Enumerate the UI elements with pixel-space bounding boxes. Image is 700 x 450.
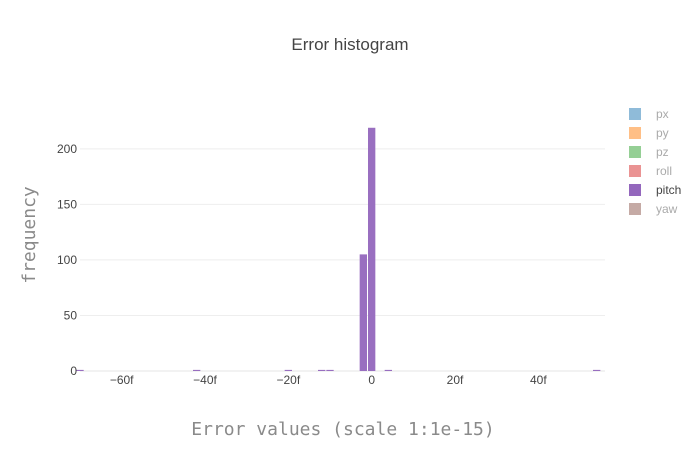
legend: px py pz roll pitch yaw <box>629 107 681 216</box>
y-tick-label: 100 <box>57 253 77 267</box>
y-tick-label: 0 <box>70 364 77 378</box>
legend-item-px[interactable]: px <box>629 107 669 121</box>
x-axis-ticks: −60f −40f −20f 0 20f 40f <box>110 373 548 387</box>
x-tick-label: −40f <box>193 373 217 387</box>
histogram-bar-pitch[interactable] <box>368 127 376 372</box>
legend-swatch <box>629 203 641 215</box>
x-axis-title: Error values (scale 1:1e-15) <box>191 419 494 440</box>
legend-swatch <box>629 165 641 177</box>
legend-item-roll[interactable]: roll <box>629 164 672 178</box>
legend-item-py[interactable]: py <box>629 126 669 140</box>
legend-swatch <box>629 108 641 120</box>
histogram-bar-pitch[interactable] <box>326 369 334 371</box>
y-tick-label: 50 <box>64 308 78 322</box>
histogram-bar-pitch[interactable] <box>359 254 367 371</box>
histogram-bar-pitch[interactable] <box>318 369 326 371</box>
legend-label: yaw <box>656 202 678 216</box>
gridlines <box>80 148 605 372</box>
x-tick-label: 20f <box>447 373 464 387</box>
histogram-bars <box>76 127 601 372</box>
y-axis-ticks: 0 50 100 150 200 <box>57 142 77 378</box>
legend-label: px <box>656 107 669 121</box>
legend-item-pz[interactable]: pz <box>629 145 669 159</box>
legend-item-yaw[interactable]: yaw <box>629 202 678 216</box>
legend-label: py <box>656 126 669 140</box>
x-tick-label: −20f <box>276 373 300 387</box>
x-tick-label: 40f <box>530 373 547 387</box>
legend-label: pz <box>656 145 669 159</box>
histogram-bar-pitch[interactable] <box>284 369 292 371</box>
legend-swatch <box>629 127 641 139</box>
y-axis-title: frequency <box>19 186 40 284</box>
histogram-bar-pitch[interactable] <box>193 369 201 371</box>
legend-label: roll <box>656 164 672 178</box>
x-tick-label: −60f <box>110 373 134 387</box>
legend-swatch <box>629 146 641 158</box>
y-tick-label: 200 <box>57 142 77 156</box>
y-tick-label: 150 <box>57 197 77 211</box>
legend-label: pitch <box>656 183 681 197</box>
x-tick-label: 0 <box>368 373 375 387</box>
histogram-bar-pitch[interactable] <box>384 369 392 371</box>
histogram-bar-pitch[interactable] <box>593 369 601 371</box>
chart-title: Error histogram <box>291 35 408 54</box>
legend-item-pitch[interactable]: pitch <box>629 183 681 197</box>
legend-swatch <box>629 184 641 196</box>
histogram-bar-pitch[interactable] <box>76 369 84 371</box>
